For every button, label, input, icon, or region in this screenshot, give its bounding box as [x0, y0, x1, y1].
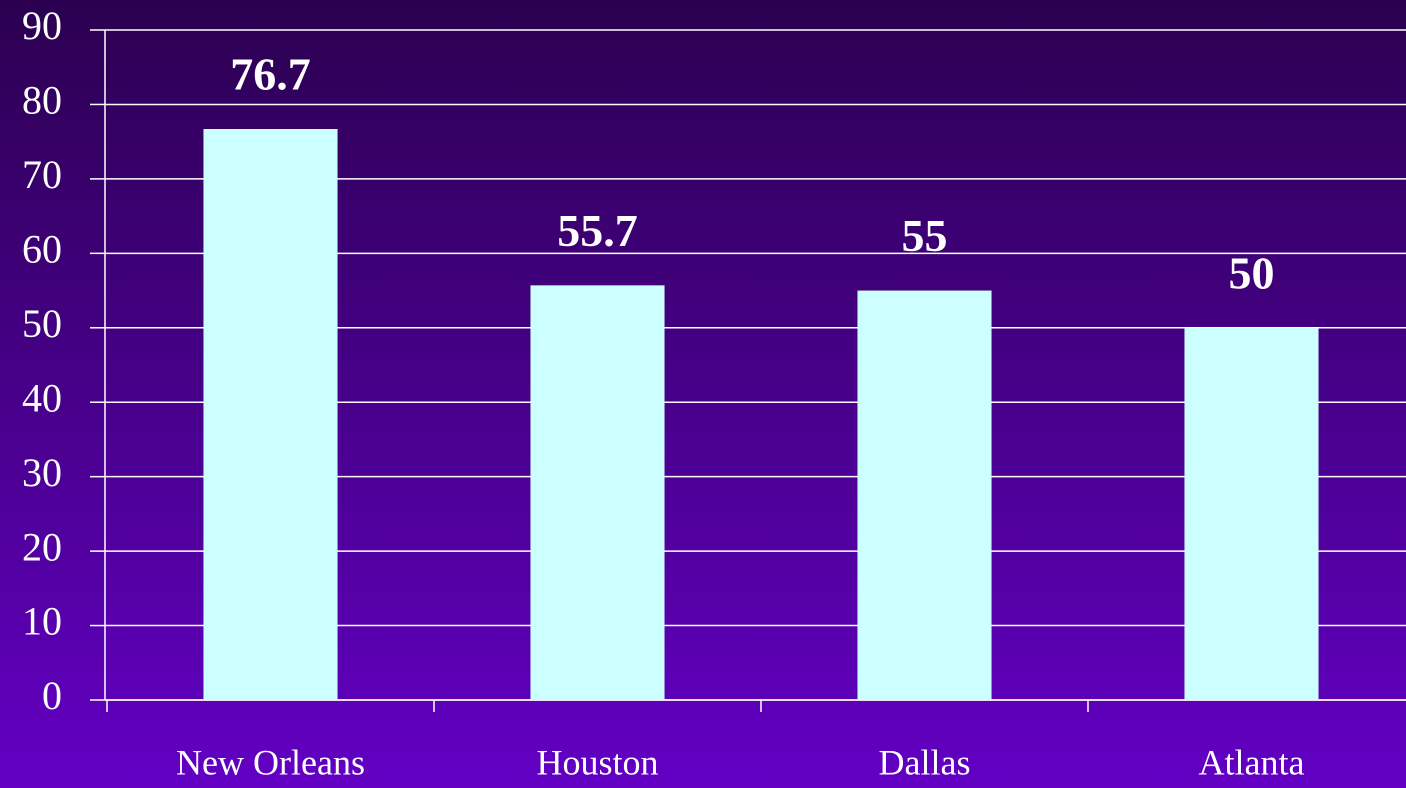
y-tick-label: 90	[22, 3, 62, 48]
x-tick-label: Dallas	[879, 742, 971, 782]
y-tick-label: 70	[22, 152, 62, 197]
y-tick-label: 60	[22, 227, 62, 272]
value-label: 55.7	[557, 205, 638, 256]
bar	[203, 129, 338, 700]
y-tick-label: 50	[22, 301, 62, 346]
bar	[530, 285, 665, 700]
value-label: 50	[1229, 247, 1275, 298]
y-tick-label: 40	[22, 375, 62, 420]
y-tick-label: 10	[22, 599, 62, 644]
x-tick-label: New Orleans	[176, 742, 365, 782]
bar	[1184, 327, 1319, 700]
y-tick-label: 20	[22, 524, 62, 569]
y-tick-label: 0	[42, 673, 62, 718]
y-tick-label: 30	[22, 450, 62, 495]
x-tick-label: Atlanta	[1199, 742, 1305, 782]
value-label: 55	[902, 210, 948, 261]
x-tick-label: Houston	[536, 742, 658, 782]
bar	[857, 290, 992, 700]
value-label: 76.7	[230, 49, 311, 100]
y-tick-label: 80	[22, 78, 62, 123]
